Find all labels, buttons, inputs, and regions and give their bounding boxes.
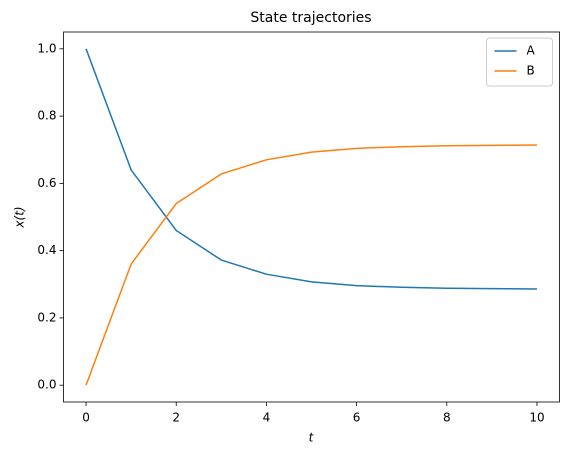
x-tick-label: 6 bbox=[353, 411, 361, 425]
y-tick-label: 0.2 bbox=[37, 310, 56, 324]
x-tick-label: 2 bbox=[172, 411, 180, 425]
y-tick-label: 0.6 bbox=[37, 176, 56, 190]
legend-box bbox=[486, 37, 553, 87]
x-tick-label: 4 bbox=[263, 411, 271, 425]
chart-title: State trajectories bbox=[250, 10, 371, 26]
x-axis-label: t bbox=[309, 431, 315, 445]
legend-label: A bbox=[527, 44, 536, 58]
line-series bbox=[85, 144, 537, 386]
line-series bbox=[85, 48, 537, 290]
x-tick-label: 10 bbox=[529, 411, 544, 425]
x-tick-label: 8 bbox=[443, 411, 451, 425]
legend-label: B bbox=[527, 64, 535, 78]
y-tick-label: 0.8 bbox=[37, 109, 56, 123]
y-tick-label: 1.0 bbox=[37, 41, 56, 55]
y-tick-label: 0.4 bbox=[37, 243, 56, 257]
axes-frame bbox=[63, 31, 560, 403]
y-axis-label: x(t) bbox=[13, 206, 27, 228]
y-tick-label: 0.0 bbox=[37, 378, 56, 392]
x-tick-label: 0 bbox=[82, 411, 90, 425]
